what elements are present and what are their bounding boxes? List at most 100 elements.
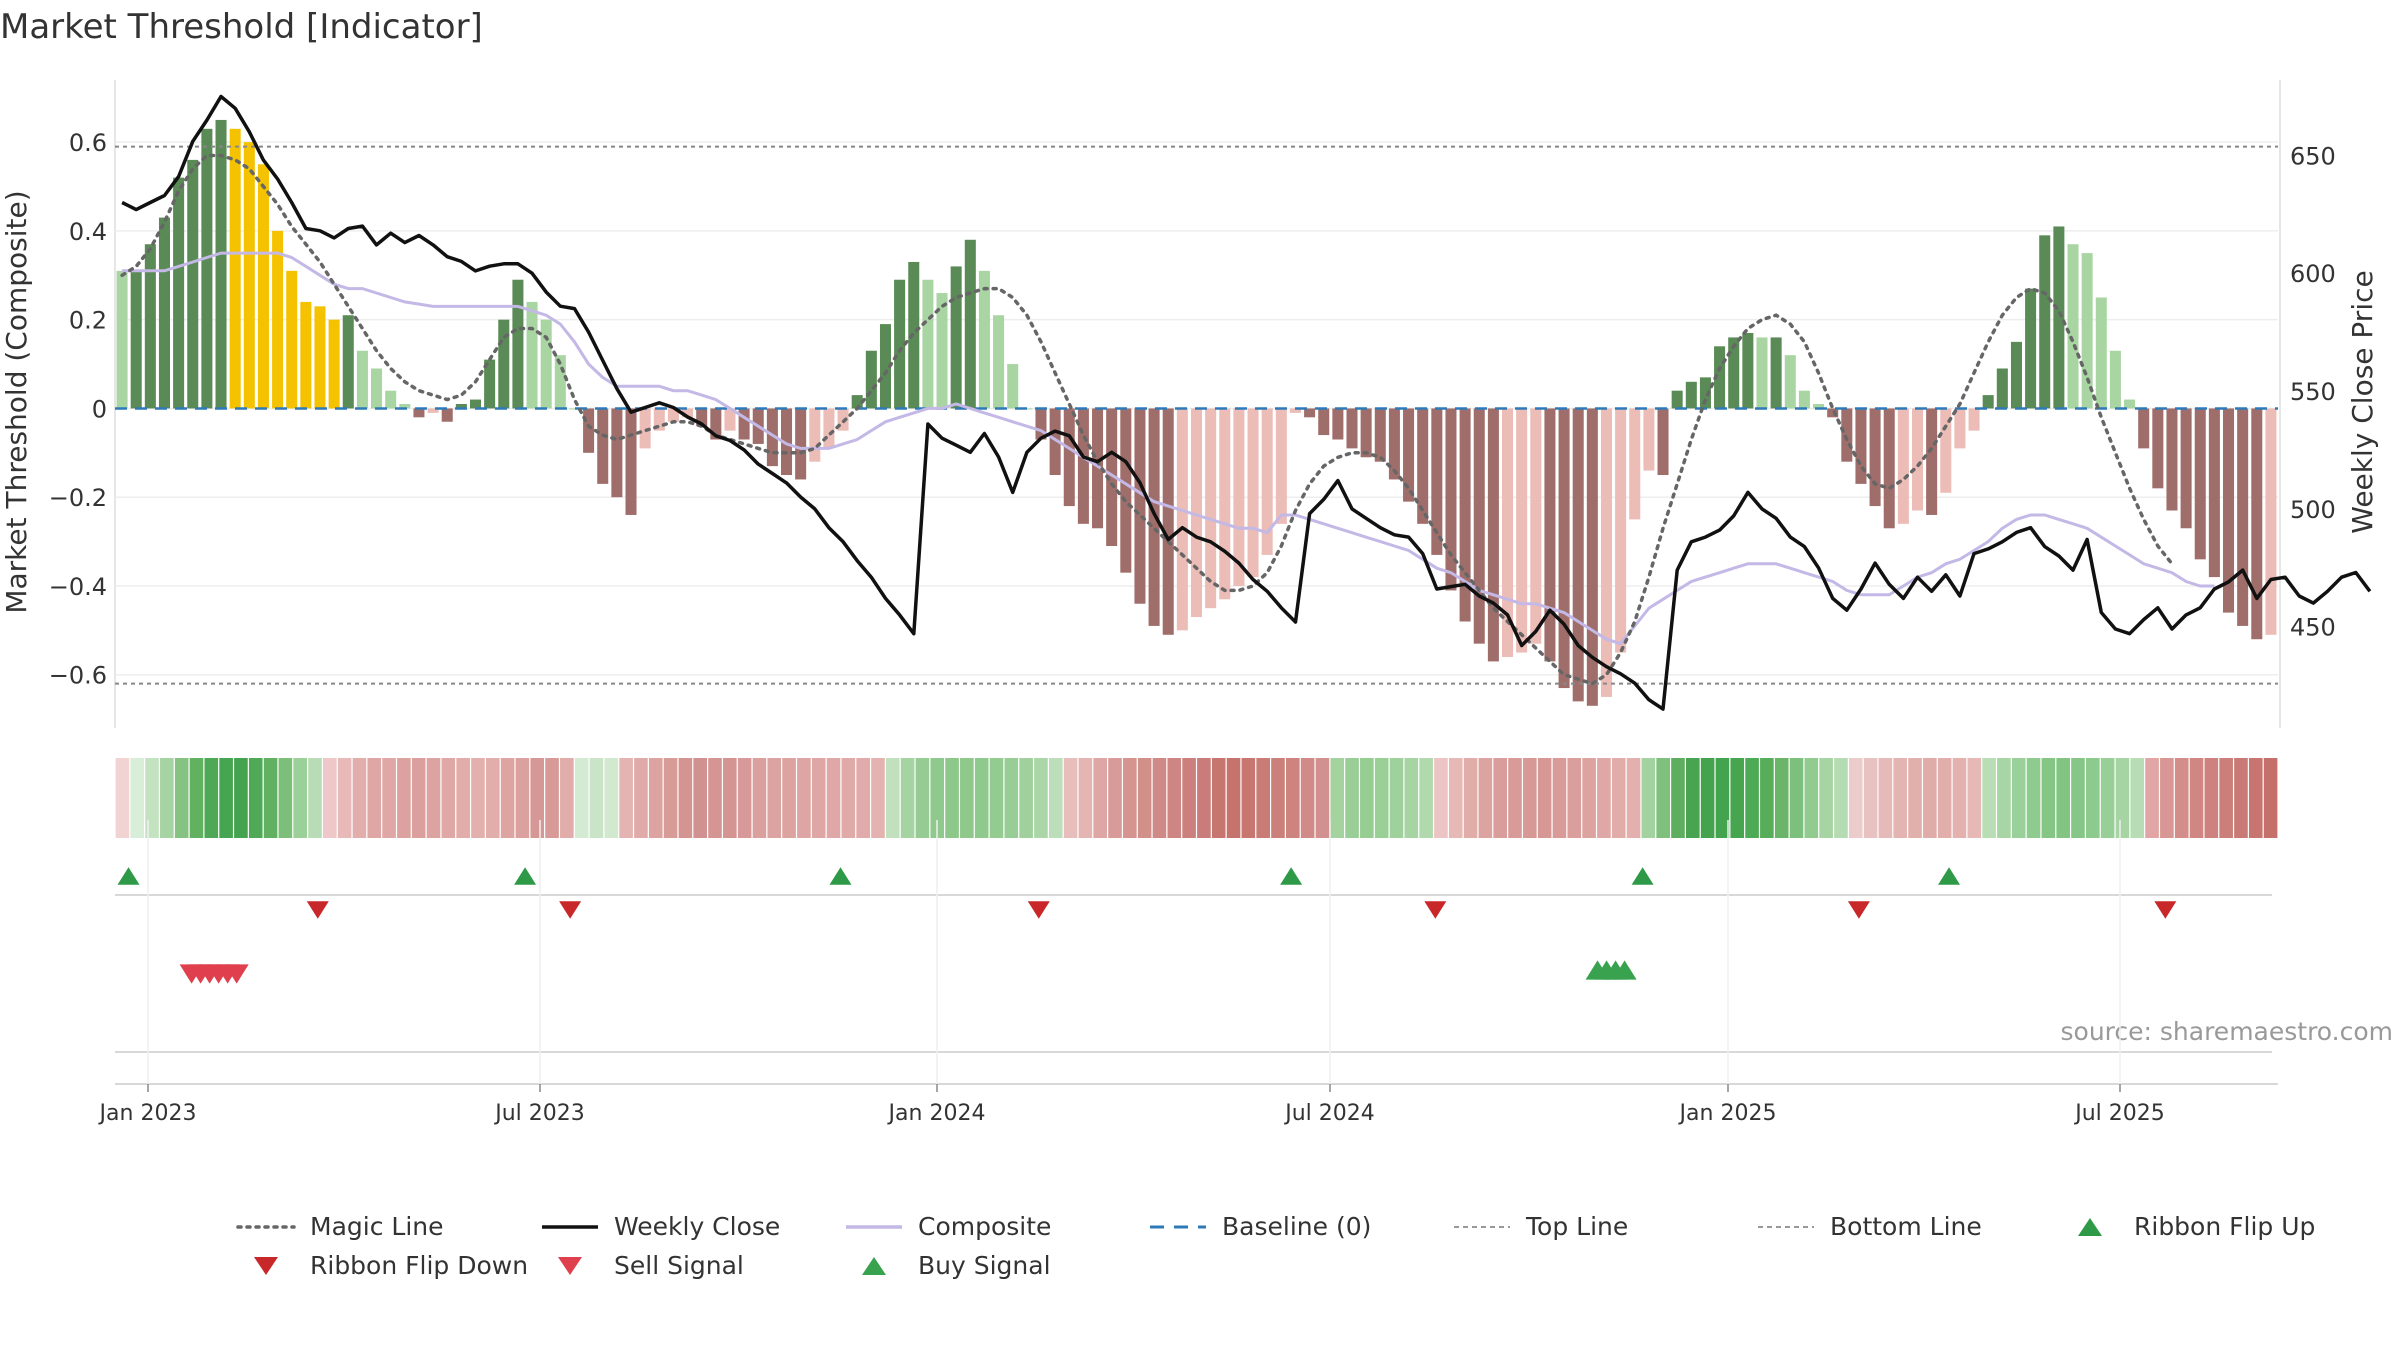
ribbon-cell (560, 758, 574, 838)
composite-bar (2180, 408, 2192, 529)
composite-bar (484, 359, 496, 409)
ribbon-cell (1552, 758, 1567, 838)
composite-bar (1926, 408, 1938, 515)
composite-bar (1615, 408, 1627, 653)
composite-bar (243, 142, 255, 409)
ribbon-cell (530, 758, 545, 838)
composite-bar (696, 408, 708, 427)
composite-bar (1911, 408, 1924, 511)
composite-bar (1332, 408, 1344, 440)
ribbon-cell (456, 758, 470, 838)
y2-tick-label: 550 (2290, 378, 2336, 406)
x-tick-label: Jul 2023 (493, 1101, 585, 1126)
composite-bar (964, 239, 976, 409)
legend-item: Buy Signal (862, 1251, 1051, 1280)
composite-bar (272, 230, 284, 409)
ribbon-cell (2041, 758, 2056, 838)
composite-bar (399, 404, 411, 409)
y-tick-label: −0.2 (49, 484, 107, 512)
composite-bar (1996, 368, 2008, 409)
ribbon-cell (1804, 758, 1819, 838)
composite-bar (215, 119, 227, 409)
composite-bar (1869, 408, 1881, 507)
legend-label: Weekly Close (614, 1212, 780, 1241)
composite-bar (1176, 408, 1188, 631)
ribbon-cell (382, 758, 396, 838)
composite-bar (682, 408, 694, 418)
y2-tick-labels: 650 600 550 500 450 (2290, 142, 2336, 641)
composite-bar (1699, 377, 1711, 409)
composite-bar (1813, 404, 1825, 409)
ribbon-cell (752, 758, 767, 838)
ribbon-cell (2160, 758, 2174, 838)
composite-bar (1106, 408, 1118, 547)
composite-bar (936, 293, 948, 409)
composite-bar (1190, 408, 1203, 618)
ribbon-cell (1108, 758, 1122, 838)
ribbon-cell (1093, 758, 1108, 838)
composite-bar (441, 408, 453, 422)
legend-label: Top Line (1525, 1212, 1628, 1241)
composite-bar (2223, 408, 2235, 613)
magic-line (120, 153, 2174, 686)
composite-bar (2166, 408, 2178, 511)
ribbon-cell (1597, 758, 1611, 838)
legend-item: Baseline (0) (1150, 1212, 1371, 1241)
ribbon-cell (2011, 758, 2026, 838)
y2-tick-label: 500 (2290, 496, 2336, 524)
composite-bar (413, 408, 425, 418)
composite-bar (1134, 408, 1146, 604)
ribbon-cell (397, 758, 411, 838)
ribbon-cell (708, 758, 722, 838)
ribbon-cell (2219, 758, 2233, 838)
ribbon-cell (2248, 758, 2263, 838)
composite-bar (2053, 226, 2065, 409)
ribbon-cell (1582, 758, 1596, 838)
legend-label: Bottom Line (1830, 1212, 1982, 1241)
ribbon-cell (1537, 758, 1552, 838)
ribbon-cell (2100, 758, 2115, 838)
composite-bar (1431, 408, 1443, 555)
ribbon-cell (885, 758, 900, 838)
ribbon-cell (1789, 758, 1804, 838)
ribbon-cell (1685, 758, 1700, 838)
composite-bar (894, 279, 906, 409)
ribbon-cell (1671, 758, 1685, 838)
y2-tick-label: 450 (2290, 614, 2336, 642)
composite-bar (1219, 408, 1231, 600)
ribbon-cell (308, 758, 322, 838)
ribbon-cell (1137, 758, 1152, 838)
ribbon-cell (1078, 758, 1093, 838)
ribbon-cell (1626, 758, 1641, 838)
composite-bar (781, 408, 793, 476)
composite-bar (823, 408, 835, 449)
composite-bar (371, 368, 383, 409)
composite-bar (540, 319, 552, 409)
ribbon-cell (648, 758, 663, 838)
legend-label: Sell Signal (614, 1251, 744, 1280)
composite-bar (314, 306, 326, 409)
composite-bar (1685, 381, 1697, 409)
ribbon-cell (1478, 758, 1493, 838)
ribbon-cell (574, 758, 589, 838)
ribbon-cell (1878, 758, 1893, 838)
ribbon-cell (989, 758, 1004, 838)
ribbon-cell (589, 758, 604, 838)
composite-bar (1657, 408, 1669, 476)
ribbon-cell (915, 758, 930, 838)
y-tick-labels: 0.6 0.4 0.2 0 −0.2 −0.4 −0.6 (49, 129, 107, 690)
ribbon-cell (1167, 758, 1182, 838)
legend-label: Ribbon Flip Up (2134, 1212, 2315, 1241)
ribbon-cell (737, 758, 752, 838)
composite-bars (116, 119, 2277, 706)
ribbon-cell (2174, 758, 2189, 838)
composite-bar (356, 350, 368, 409)
composite-bar (1883, 408, 1895, 529)
x-tick-label: Jul 2024 (1283, 1101, 1375, 1126)
composite-bar (950, 266, 962, 409)
composite-bar (1558, 408, 1570, 689)
ribbon-cell (782, 758, 796, 838)
composite-bar (526, 301, 538, 409)
composite-bar (328, 319, 340, 409)
ribbon-cell (1404, 758, 1419, 838)
